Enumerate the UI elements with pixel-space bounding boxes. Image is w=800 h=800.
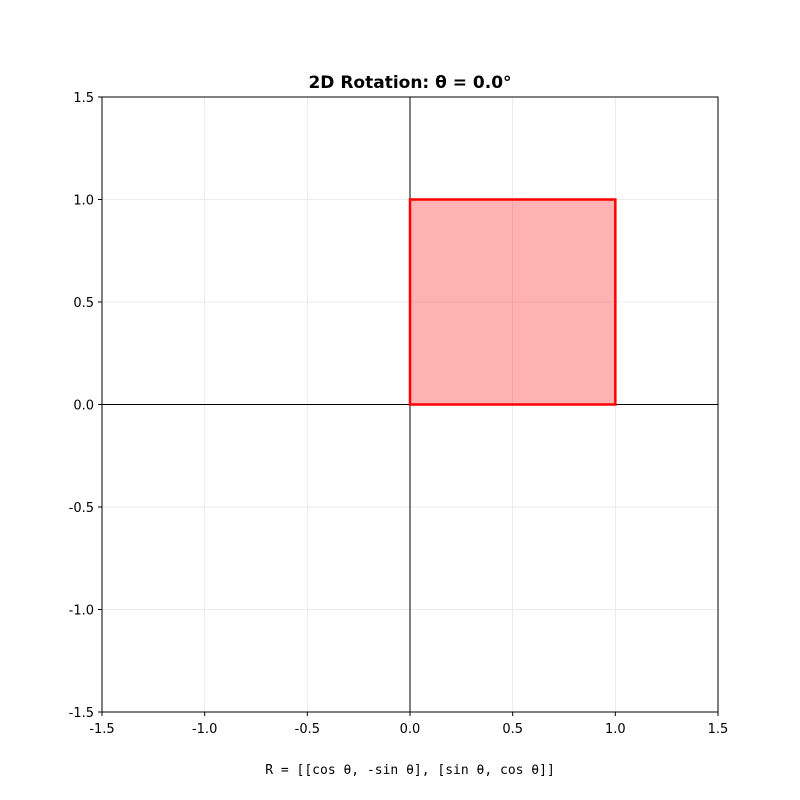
x-tick-label: 0.0 — [400, 722, 421, 737]
chart-title: 2D Rotation: θ = 0.0° — [308, 73, 511, 93]
x-tick-label: -0.5 — [295, 722, 320, 737]
y-tick-label: 1.0 — [73, 194, 94, 209]
y-tick-label: 0.5 — [73, 296, 94, 311]
x-tick-label: 1.0 — [605, 722, 626, 737]
y-tick-label: 0.0 — [73, 399, 94, 414]
rotation-matrix-annotation: R = [[cos θ, -sin θ], [sin θ, cos θ]] — [265, 763, 555, 778]
y-tick-label: -1.5 — [69, 706, 94, 721]
x-tick-label: 1.5 — [708, 722, 729, 737]
rotated-square-polygon — [408, 198, 617, 406]
y-tick-label: -1.0 — [69, 604, 94, 619]
y-tick-label: -0.5 — [69, 501, 94, 516]
plot-area: -1.5 -1.0 -0.5 0.0 0.5 1.0 1.5 -1.5 -1.0 -0.5 0.0 0… — [69, 91, 729, 737]
x-tick-label: -1.0 — [192, 722, 217, 737]
y-tick-label: 1.5 — [73, 91, 94, 106]
x-tick-label: -1.5 — [89, 722, 114, 737]
x-tick-label: 0.5 — [502, 722, 523, 737]
